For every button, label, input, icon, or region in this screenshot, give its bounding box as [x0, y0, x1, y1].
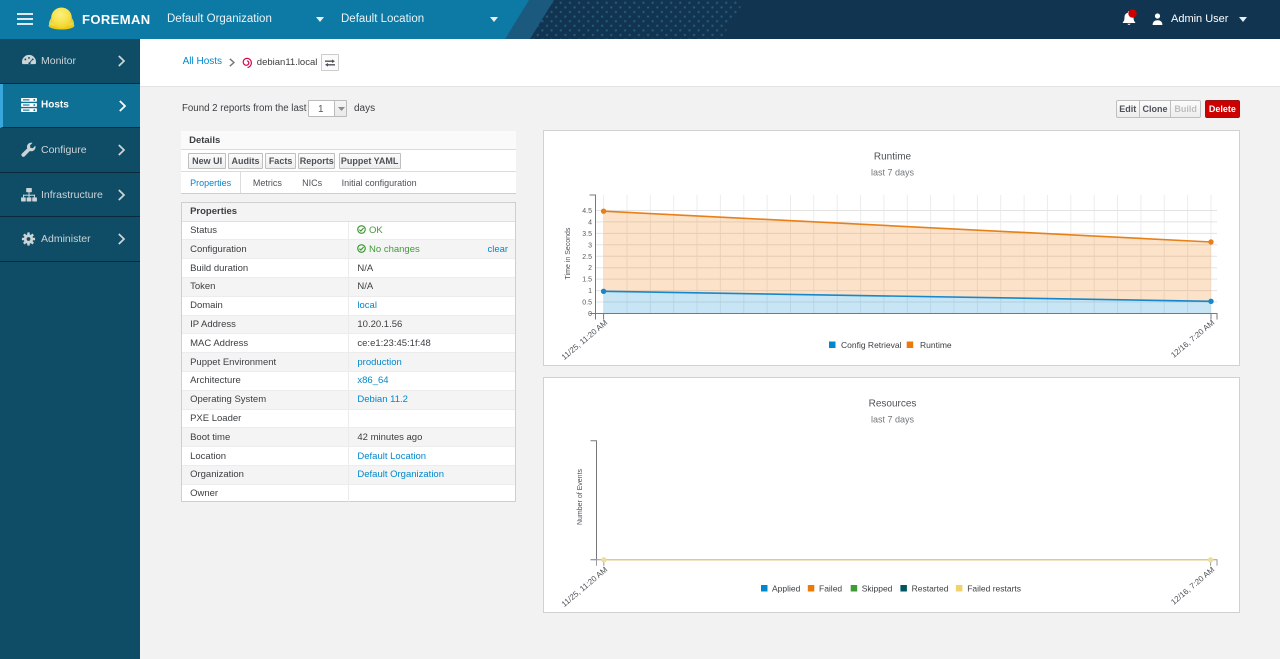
- svg-text:Config Retrieval: Config Retrieval: [841, 340, 902, 350]
- svg-text:Skipped: Skipped: [862, 584, 893, 594]
- svg-text:0: 0: [588, 311, 592, 318]
- svg-text:12/16, 7:20 AM: 12/16, 7:20 AM: [1169, 565, 1216, 607]
- svg-text:1: 1: [588, 288, 592, 295]
- svg-text:Time in Seconds: Time in Seconds: [565, 227, 572, 279]
- svg-text:Restarted: Restarted: [912, 584, 949, 594]
- svg-text:Failed: Failed: [819, 584, 842, 594]
- svg-text:3.5: 3.5: [582, 231, 592, 238]
- svg-text:Resources: Resources: [869, 399, 917, 410]
- svg-text:Applied: Applied: [772, 584, 801, 594]
- svg-text:2: 2: [588, 265, 592, 272]
- svg-text:0.5: 0.5: [582, 300, 592, 307]
- svg-text:Number of Events: Number of Events: [577, 468, 584, 525]
- svg-text:3: 3: [588, 242, 592, 249]
- svg-text:Runtime: Runtime: [874, 152, 912, 163]
- svg-text:last 7 days: last 7 days: [871, 415, 915, 425]
- svg-text:12/16, 7:20 AM: 12/16, 7:20 AM: [1169, 318, 1216, 360]
- svg-text:4: 4: [588, 219, 592, 226]
- svg-text:11/25, 11:20 AM: 11/25, 11:20 AM: [560, 318, 610, 362]
- svg-text:2.5: 2.5: [582, 254, 592, 261]
- svg-text:Failed restarts: Failed restarts: [967, 584, 1021, 594]
- svg-text:Runtime: Runtime: [920, 340, 952, 350]
- svg-text:last 7 days: last 7 days: [871, 168, 915, 178]
- svg-text:11/25, 11:20 AM: 11/25, 11:20 AM: [560, 565, 610, 609]
- svg-text:1.5: 1.5: [582, 277, 592, 284]
- svg-text:4.5: 4.5: [582, 208, 592, 215]
